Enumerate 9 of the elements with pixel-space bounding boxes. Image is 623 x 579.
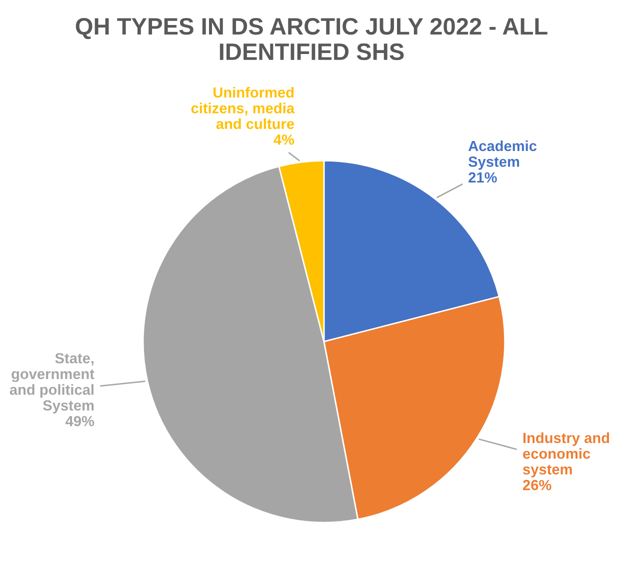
slice-label: Uninformed citizens, media and culture [191, 86, 295, 130]
slice-label: State, government and political System [10, 353, 94, 414]
data-label: 21% [468, 172, 497, 183]
data-label: 26% [522, 480, 552, 490]
slice-label: Academic System [468, 140, 537, 170]
slice-label: Industry and economic system [523, 432, 610, 478]
data-label: 49% [66, 416, 94, 426]
chart-title: QH TYPES IN DS ARCTIC JULY 2022 - ALL IDENTIFIED SHS [76, 18, 548, 60]
data-label: 4% [274, 134, 294, 145]
